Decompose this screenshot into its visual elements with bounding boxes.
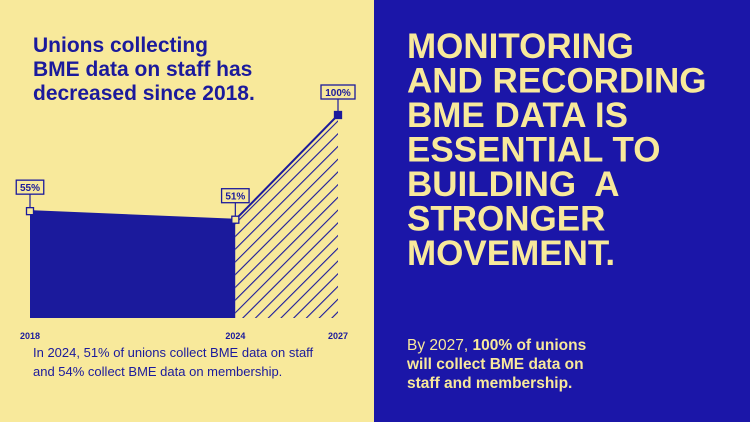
value-label-box [15, 179, 45, 195]
headline: MONITORING [407, 27, 634, 66]
x-tick-label: 2018 [20, 331, 40, 341]
headline: ESSENTIAL TO [407, 131, 660, 170]
headline: AND RECORDING [407, 62, 706, 101]
callout: will collect BME data on [406, 356, 584, 373]
note: and 54% collect BME data on membership. [33, 364, 282, 379]
headline: BUILDING A [407, 165, 620, 204]
value-label-box [220, 188, 250, 204]
right-panel [374, 0, 750, 422]
x-tick-label: 2027 [328, 331, 348, 341]
callout: By 2027, 100% of unions [407, 337, 586, 354]
callout: staff and membership. [407, 375, 572, 392]
headline: MOVEMENT. [407, 234, 615, 273]
headline: BME DATA IS [407, 96, 628, 135]
callout-part: will collect BME data on [406, 356, 584, 373]
callout-part: staff and membership. [407, 375, 572, 392]
chart-title: decreased since 2018. [33, 82, 255, 105]
point-marker [333, 110, 343, 120]
note: In 2024, 51% of unions collect BME data … [33, 345, 314, 360]
projected-area [235, 115, 338, 318]
value-label: 55% [20, 183, 40, 194]
area-edge [234, 114, 339, 221]
area-edge [29, 210, 236, 221]
value-label: 100% [325, 88, 351, 99]
value-label: 51% [225, 192, 245, 203]
chart-title: BME data on staff has [33, 58, 252, 81]
point-marker [25, 207, 35, 216]
callout-part: 100% of unions [473, 337, 587, 354]
area [30, 211, 236, 318]
chart-title: Unions collecting [33, 34, 208, 57]
value-label-box [320, 84, 356, 100]
x-tick-label: 2024 [225, 331, 245, 341]
callout-part: By 2027, [407, 337, 473, 354]
headline: STRONGER [407, 200, 605, 239]
point-marker [231, 215, 240, 224]
